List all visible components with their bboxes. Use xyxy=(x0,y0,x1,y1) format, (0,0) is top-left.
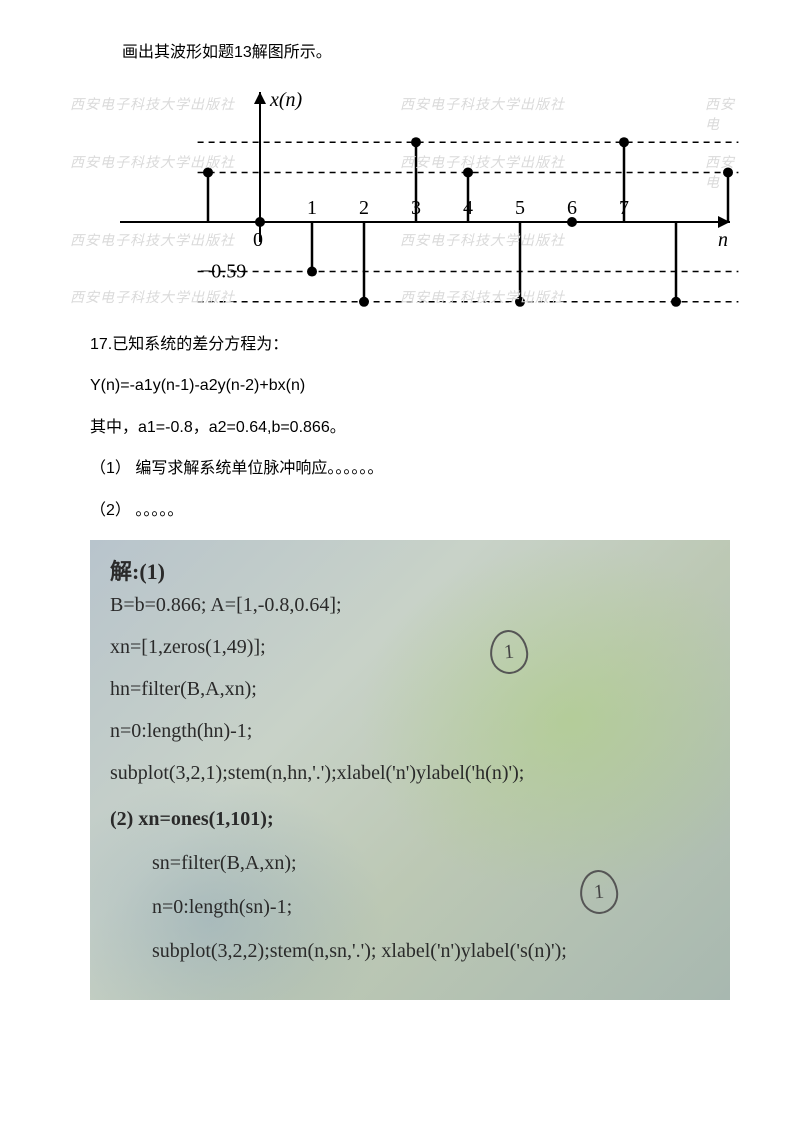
svg-text:4: 4 xyxy=(463,197,473,219)
code-line: subplot(3,2,1);stem(n,hn,'.');xlabel('n'… xyxy=(110,762,524,785)
part1-text: （1） 编写求解系统单位脉冲响应。。。。。。 xyxy=(90,456,730,482)
svg-text:0: 0 xyxy=(253,229,263,251)
svg-text:5: 5 xyxy=(515,197,525,219)
svg-text:3: 3 xyxy=(411,197,421,219)
params-text: 其中，a1=-0.8，a2=0.64,b=0.866。 xyxy=(90,415,730,441)
watermark: 西安电子科技大学出版社 xyxy=(400,152,565,172)
part2-text: （2） 。。。。。 xyxy=(90,498,730,524)
watermark: 西安电子科技大学出版社 xyxy=(70,230,235,250)
equation-text: Y(n)=-a1y(n-1)-a2y(n-2)+bx(n) xyxy=(90,373,730,399)
watermark: 西安电 xyxy=(705,94,740,134)
code-line: subplot(3,2,2);stem(n,sn,'.'); xlabel('n… xyxy=(152,940,567,963)
watermark: 西安电子科技大学出版社 xyxy=(70,94,235,114)
code-line: 解:(1) xyxy=(110,554,165,586)
svg-text:6: 6 xyxy=(567,197,577,219)
code-line: hn=filter(B,A,xn); xyxy=(110,678,257,701)
svg-text:−0.59: −0.59 xyxy=(200,260,246,282)
stem-plot-svg: x(n)n012345670.950.59−0.59−0.95 xyxy=(110,82,740,312)
watermark: 西安电子科技大学出版社 xyxy=(400,287,565,307)
code-line: n=0:length(sn)-1; xyxy=(152,896,292,919)
code-line: xn=[1,zeros(1,49)]; xyxy=(110,636,266,659)
watermark: 西安电子科技大学出版社 xyxy=(400,94,565,114)
svg-text:x(n): x(n) xyxy=(269,89,303,111)
svg-text:n: n xyxy=(718,229,728,251)
code-line: B=b=0.866; A=[1,-0.8,0.64]; xyxy=(110,594,342,617)
watermark: 西安电子科技大学出版社 xyxy=(400,230,565,250)
code-line: sn=filter(B,A,xn); xyxy=(152,852,297,875)
watermark: 西安电子科技大学出版社 xyxy=(70,287,235,307)
svg-text:7: 7 xyxy=(619,197,629,219)
code-line: (2) xn=ones(1,101); xyxy=(110,808,274,831)
intro-text: 画出其波形如题13解图所示。 xyxy=(90,40,730,66)
svg-text:1: 1 xyxy=(307,197,317,219)
q17-title: 17.已知系统的差分方程为： xyxy=(90,332,730,358)
code-line: n=0:length(hn)-1; xyxy=(110,720,252,743)
watermark: 西安电 xyxy=(705,152,740,192)
waveform-chart: x(n)n012345670.950.59−0.59−0.95 西安电子科技大学… xyxy=(110,82,740,312)
watermark: 西安电子科技大学出版社 xyxy=(70,152,235,172)
solution-photo: 解:(1) B=b=0.866; A=[1,-0.8,0.64]; xn=[1,ze… xyxy=(90,540,730,1000)
svg-text:2: 2 xyxy=(359,197,369,219)
